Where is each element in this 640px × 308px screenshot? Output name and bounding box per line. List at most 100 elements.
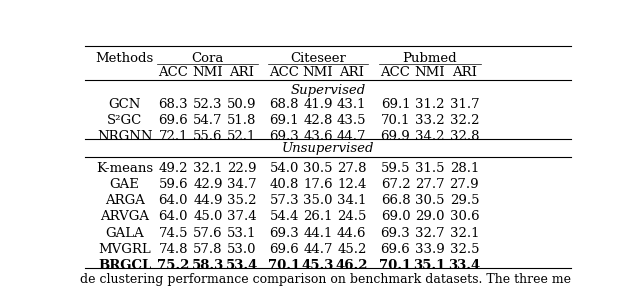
Text: 12.4: 12.4 bbox=[337, 178, 367, 191]
Text: 17.6: 17.6 bbox=[303, 178, 333, 191]
Text: 35.0: 35.0 bbox=[303, 194, 333, 207]
Text: 53.1: 53.1 bbox=[227, 227, 257, 240]
Text: 43.1: 43.1 bbox=[337, 98, 367, 111]
Text: 31.5: 31.5 bbox=[415, 162, 444, 175]
Text: 69.3: 69.3 bbox=[269, 130, 300, 143]
Text: GALA: GALA bbox=[105, 227, 144, 240]
Text: 35.2: 35.2 bbox=[227, 194, 257, 207]
Text: 29.5: 29.5 bbox=[450, 194, 479, 207]
Text: 53.4: 53.4 bbox=[225, 259, 258, 272]
Text: 32.7: 32.7 bbox=[415, 227, 445, 240]
Text: 59.5: 59.5 bbox=[381, 162, 410, 175]
Text: NMI: NMI bbox=[414, 66, 445, 79]
Text: NMI: NMI bbox=[303, 66, 333, 79]
Text: 43.5: 43.5 bbox=[337, 114, 367, 127]
Text: Cora: Cora bbox=[191, 52, 223, 65]
Text: 37.4: 37.4 bbox=[227, 210, 257, 224]
Text: ACC: ACC bbox=[381, 66, 410, 79]
Text: 54.0: 54.0 bbox=[269, 162, 299, 175]
Text: ARI: ARI bbox=[339, 66, 364, 79]
Text: 59.6: 59.6 bbox=[159, 178, 188, 191]
Text: 69.6: 69.6 bbox=[269, 243, 300, 256]
Text: 58.3: 58.3 bbox=[192, 259, 224, 272]
Text: Citeseer: Citeseer bbox=[290, 52, 346, 65]
Text: 33.4: 33.4 bbox=[448, 259, 481, 272]
Text: 32.1: 32.1 bbox=[450, 227, 479, 240]
Text: 68.3: 68.3 bbox=[159, 98, 188, 111]
Text: 50.9: 50.9 bbox=[227, 98, 257, 111]
Text: 35.1: 35.1 bbox=[413, 259, 446, 272]
Text: 29.0: 29.0 bbox=[415, 210, 444, 224]
Text: 43.6: 43.6 bbox=[303, 130, 333, 143]
Text: 66.8: 66.8 bbox=[381, 194, 410, 207]
Text: 55.6: 55.6 bbox=[193, 130, 223, 143]
Text: 51.8: 51.8 bbox=[227, 114, 257, 127]
Text: ACC: ACC bbox=[269, 66, 300, 79]
Text: 32.2: 32.2 bbox=[450, 114, 479, 127]
Text: 24.5: 24.5 bbox=[337, 210, 367, 224]
Text: 74.5: 74.5 bbox=[159, 227, 188, 240]
Text: 42.8: 42.8 bbox=[303, 114, 333, 127]
Text: 34.2: 34.2 bbox=[415, 130, 444, 143]
Text: 31.2: 31.2 bbox=[415, 98, 444, 111]
Text: 57.6: 57.6 bbox=[193, 227, 223, 240]
Text: BRGCL: BRGCL bbox=[98, 259, 151, 272]
Text: Unsupervised: Unsupervised bbox=[282, 142, 374, 155]
Text: 45.2: 45.2 bbox=[337, 243, 367, 256]
Text: 44.7: 44.7 bbox=[303, 243, 333, 256]
Text: 44.7: 44.7 bbox=[337, 130, 367, 143]
Text: NRGNN: NRGNN bbox=[97, 130, 152, 143]
Text: 69.1: 69.1 bbox=[381, 98, 410, 111]
Text: 44.9: 44.9 bbox=[193, 194, 223, 207]
Text: 40.8: 40.8 bbox=[269, 178, 299, 191]
Text: 52.3: 52.3 bbox=[193, 98, 223, 111]
Text: K-means: K-means bbox=[96, 162, 153, 175]
Text: ACC: ACC bbox=[158, 66, 188, 79]
Text: 69.1: 69.1 bbox=[269, 114, 299, 127]
Text: 45.3: 45.3 bbox=[302, 259, 334, 272]
Text: 33.2: 33.2 bbox=[415, 114, 445, 127]
Text: 34.7: 34.7 bbox=[227, 178, 257, 191]
Text: 53.0: 53.0 bbox=[227, 243, 257, 256]
Text: 33.9: 33.9 bbox=[415, 243, 445, 256]
Text: 54.7: 54.7 bbox=[193, 114, 223, 127]
Text: 44.1: 44.1 bbox=[303, 227, 333, 240]
Text: 45.0: 45.0 bbox=[193, 210, 223, 224]
Text: 44.6: 44.6 bbox=[337, 227, 367, 240]
Text: 32.5: 32.5 bbox=[450, 243, 479, 256]
Text: 41.9: 41.9 bbox=[303, 98, 333, 111]
Text: 69.3: 69.3 bbox=[381, 227, 410, 240]
Text: 54.4: 54.4 bbox=[269, 210, 299, 224]
Text: 70.1: 70.1 bbox=[380, 259, 412, 272]
Text: 27.8: 27.8 bbox=[337, 162, 367, 175]
Text: 46.2: 46.2 bbox=[335, 259, 368, 272]
Text: 42.9: 42.9 bbox=[193, 178, 223, 191]
Text: 72.1: 72.1 bbox=[159, 130, 188, 143]
Text: 28.1: 28.1 bbox=[450, 162, 479, 175]
Text: S²GC: S²GC bbox=[107, 114, 142, 127]
Text: 30.5: 30.5 bbox=[415, 194, 444, 207]
Text: 70.1: 70.1 bbox=[268, 259, 300, 272]
Text: 68.8: 68.8 bbox=[269, 98, 299, 111]
Text: 74.8: 74.8 bbox=[159, 243, 188, 256]
Text: 30.6: 30.6 bbox=[449, 210, 479, 224]
Text: ARI: ARI bbox=[229, 66, 254, 79]
Text: 32.1: 32.1 bbox=[193, 162, 223, 175]
Text: 69.6: 69.6 bbox=[158, 114, 188, 127]
Text: 30.5: 30.5 bbox=[303, 162, 333, 175]
Text: Pubmed: Pubmed bbox=[403, 52, 457, 65]
Text: NMI: NMI bbox=[193, 66, 223, 79]
Text: 27.7: 27.7 bbox=[415, 178, 445, 191]
Text: ARI: ARI bbox=[452, 66, 477, 79]
Text: 69.6: 69.6 bbox=[381, 243, 410, 256]
Text: 22.9: 22.9 bbox=[227, 162, 257, 175]
Text: 34.1: 34.1 bbox=[337, 194, 367, 207]
Text: 67.2: 67.2 bbox=[381, 178, 410, 191]
Text: 69.3: 69.3 bbox=[269, 227, 300, 240]
Text: 57.8: 57.8 bbox=[193, 243, 223, 256]
Text: GAE: GAE bbox=[109, 178, 140, 191]
Text: 26.1: 26.1 bbox=[303, 210, 333, 224]
Text: 49.2: 49.2 bbox=[159, 162, 188, 175]
Text: 69.0: 69.0 bbox=[381, 210, 410, 224]
Text: 64.0: 64.0 bbox=[159, 210, 188, 224]
